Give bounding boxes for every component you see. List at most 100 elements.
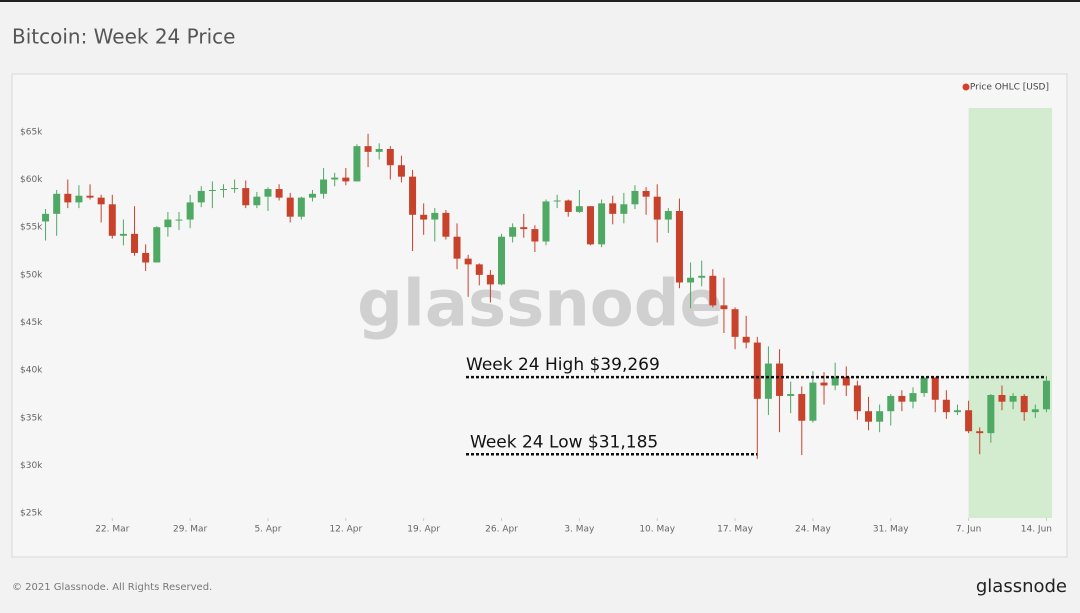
candle-body <box>86 195 94 198</box>
candle-body <box>75 195 83 203</box>
candle-body <box>286 197 294 217</box>
candle-body <box>831 376 839 386</box>
candle-body <box>553 200 561 202</box>
candle-body <box>186 202 194 220</box>
candle-body <box>231 188 239 190</box>
watermark: glassnode <box>357 268 723 342</box>
candle-body <box>787 394 795 396</box>
candle-body <box>453 236 461 259</box>
candle-body <box>687 277 695 283</box>
candle-body <box>297 197 305 217</box>
candle-body <box>153 227 161 263</box>
candle-body <box>386 149 394 166</box>
candle-body <box>675 210 683 283</box>
candle-body <box>564 200 572 212</box>
x-tick-label: 19. Apr <box>407 525 440 535</box>
candle-body <box>1020 395 1028 413</box>
candle-body <box>731 309 739 337</box>
candle-body <box>486 274 494 285</box>
candle-body <box>353 146 361 182</box>
candle-body <box>142 252 150 263</box>
candle-body <box>764 363 772 399</box>
candle-body <box>720 305 728 310</box>
candle-body <box>364 146 372 152</box>
candle-body <box>253 196 261 206</box>
candle-body <box>1042 380 1050 410</box>
y-tick-label: $60k <box>20 175 43 185</box>
candle-body <box>42 213 50 222</box>
candle-body <box>876 411 884 422</box>
x-tick-label: 26. Apr <box>485 525 518 535</box>
candle-body <box>108 204 116 236</box>
highlight-band <box>968 108 1052 518</box>
candle-body <box>642 190 650 197</box>
y-tick-label: $55k <box>20 223 43 233</box>
x-tick-label: 17. May <box>717 525 753 535</box>
chart-title: Bitcoin: Week 24 Price <box>12 25 235 49</box>
candle-body <box>275 189 283 198</box>
candle-body <box>53 193 61 214</box>
x-tick-label: 24. May <box>795 525 831 535</box>
candle-body <box>887 395 895 412</box>
candle-body <box>119 233 127 236</box>
candle-body <box>709 275 717 306</box>
candle-body <box>242 188 250 206</box>
candle-body <box>197 190 205 203</box>
candle-body <box>575 206 583 212</box>
candle-body <box>331 177 339 180</box>
candle-body <box>164 219 172 228</box>
candle-body <box>798 394 806 421</box>
candle-body <box>475 264 483 275</box>
candle-body <box>931 377 939 400</box>
annotation-label: Week 24 High $39,269 <box>466 355 660 375</box>
candle-body <box>698 275 706 278</box>
candle-body <box>953 410 961 413</box>
candle-body <box>208 190 216 191</box>
legend-label: Price OHLC [USD] <box>970 83 1049 93</box>
candle-body <box>175 219 183 221</box>
x-tick-label: 12. Apr <box>329 525 362 535</box>
copyright: © 2021 Glassnode. All Rights Reserved. <box>12 582 212 593</box>
y-tick-label: $30k <box>20 461 43 471</box>
candle-body <box>620 204 628 214</box>
candle-body <box>520 227 528 230</box>
candle-body <box>464 258 472 265</box>
candle-body <box>653 196 661 220</box>
candle-body <box>664 210 672 220</box>
x-tick-label: 7. Jun <box>956 525 982 535</box>
candle-body <box>586 206 594 245</box>
top-border <box>0 0 1080 2</box>
x-tick-label: 29. Mar <box>173 525 207 535</box>
candle-body <box>820 382 828 386</box>
candle-body <box>420 214 428 220</box>
candle-body <box>397 165 405 177</box>
candle-body <box>97 197 105 205</box>
x-tick-label: 3. May <box>564 525 595 535</box>
x-tick-label: 14. Jun <box>1021 525 1052 535</box>
y-tick-label: $65k <box>20 127 43 137</box>
x-tick-label: 10. May <box>639 525 675 535</box>
y-tick-label: $40k <box>20 366 43 376</box>
candle-body <box>920 377 928 394</box>
candle-body <box>375 149 383 152</box>
candle-body <box>442 212 450 237</box>
chart-panel <box>11 73 1068 558</box>
candle-body <box>342 177 350 182</box>
y-tick-label: $25k <box>20 509 43 519</box>
x-tick-label: 22. Mar <box>95 525 129 535</box>
x-tick-label: 5. Apr <box>254 525 281 535</box>
candle-body <box>531 229 539 242</box>
candle-body <box>742 336 750 343</box>
candle-body <box>264 189 272 197</box>
candle-body <box>942 399 950 413</box>
candle-body <box>776 363 784 396</box>
candle-body <box>431 212 439 220</box>
y-tick-label: $45k <box>20 318 43 328</box>
candle-body <box>998 395 1006 402</box>
candle-body <box>308 193 316 198</box>
candle-body <box>498 236 506 285</box>
x-tick-label: 31. May <box>873 525 909 535</box>
legend-marker <box>962 83 970 91</box>
